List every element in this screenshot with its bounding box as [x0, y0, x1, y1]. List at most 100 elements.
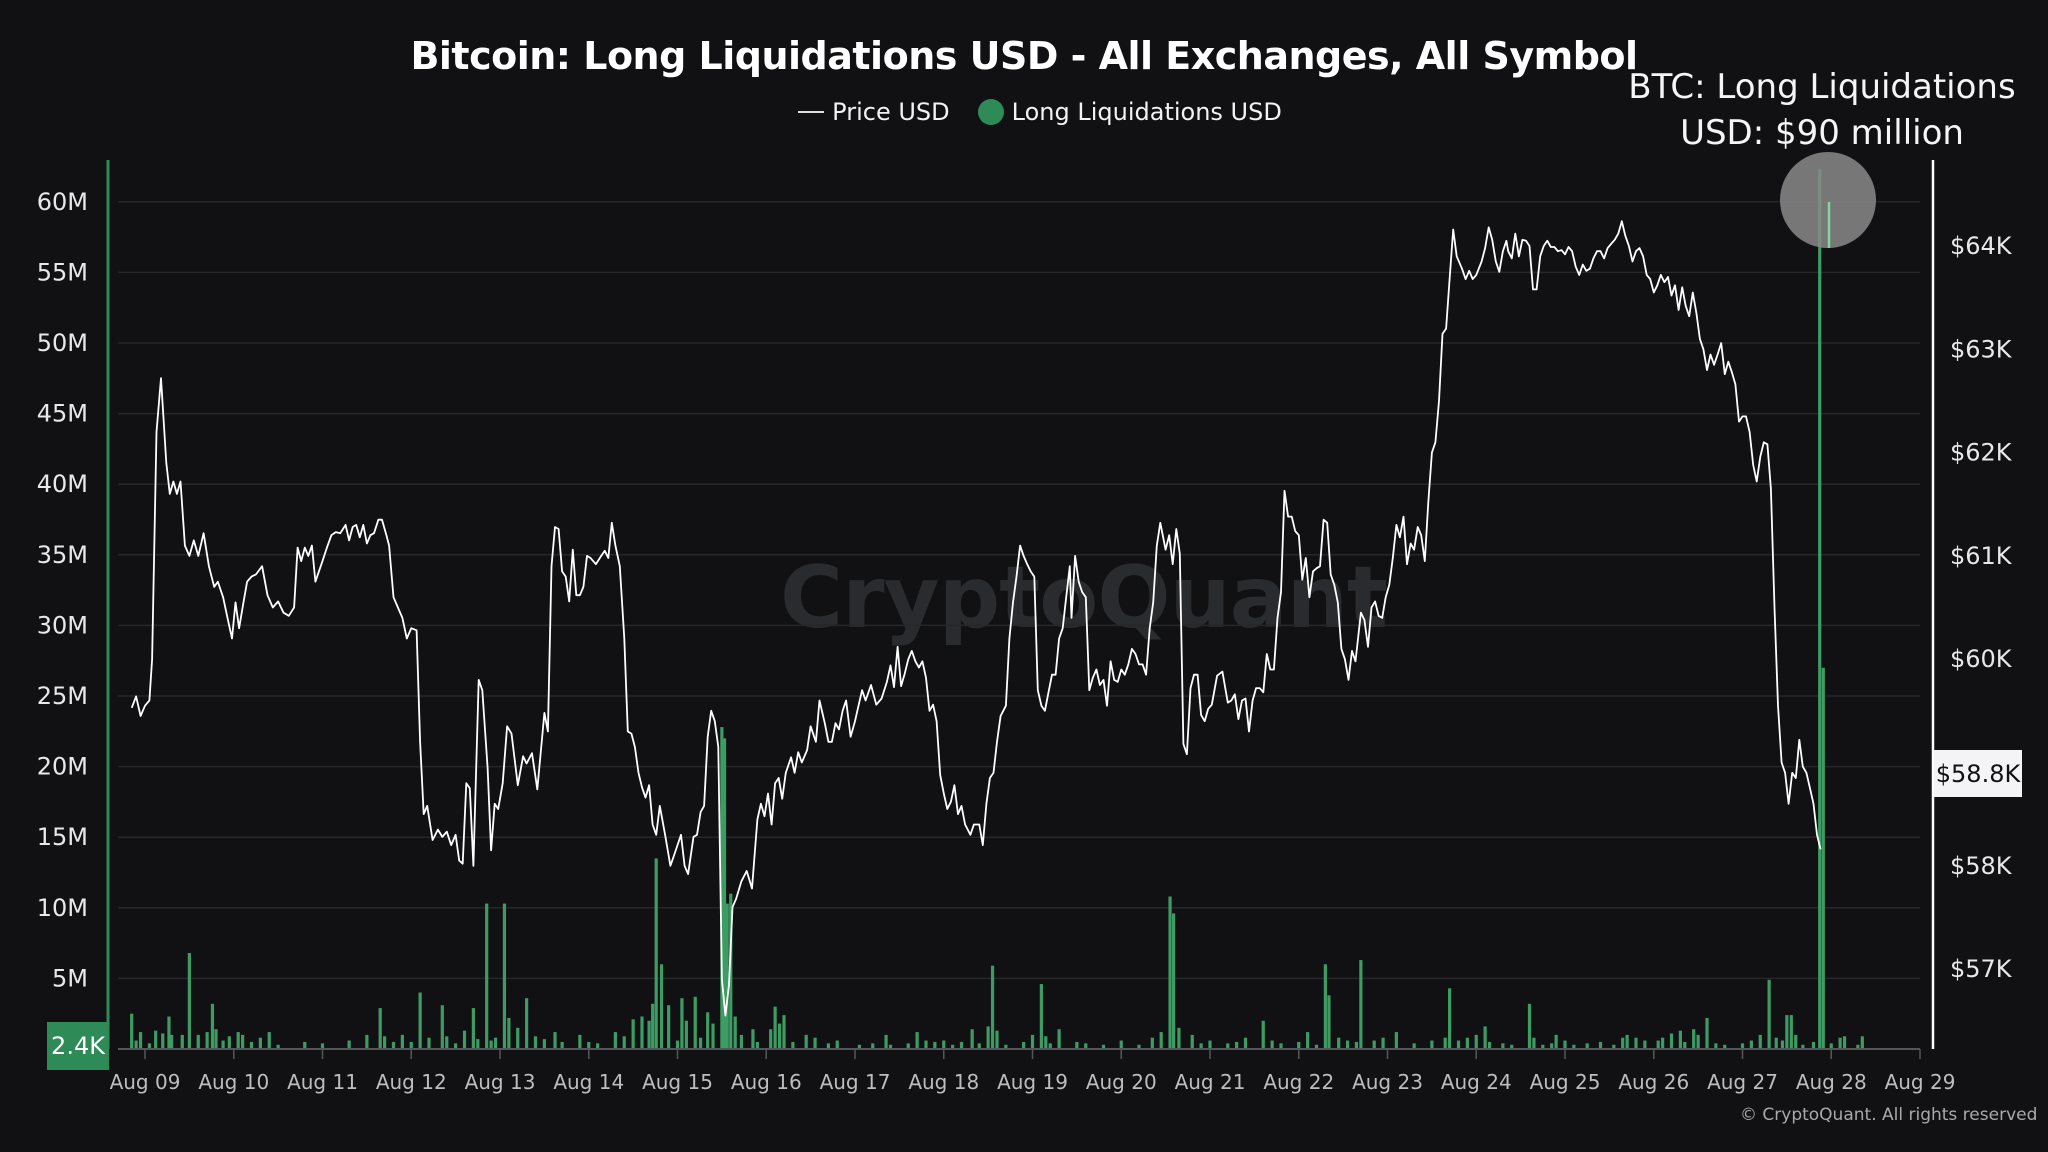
- liquidation-bar: [170, 1034, 174, 1049]
- liquidation-bar: [959, 1041, 964, 1049]
- liquidation-bar: [924, 1040, 928, 1049]
- liquidation-bar: [1394, 1032, 1398, 1049]
- liquidation-bar: [1168, 896, 1172, 1049]
- liquidation-bar: [1119, 1040, 1123, 1049]
- liquidation-bar: [147, 1043, 152, 1049]
- liquidation-bar: [1749, 1040, 1753, 1049]
- liquidation-bar: [378, 1008, 382, 1049]
- liquidation-bar: [915, 1032, 919, 1049]
- liquidation-bar: [1554, 1034, 1558, 1049]
- liquidation-bar: [1683, 1041, 1687, 1049]
- liquidation-bar: [161, 1033, 165, 1049]
- y-right-tick-label: $64K: [1950, 232, 2013, 260]
- liquidation-bar: [1345, 1040, 1350, 1049]
- liquidation-bar: [1818, 169, 1822, 1050]
- x-tick-label: Aug 14: [553, 1070, 624, 1094]
- liquidation-bar: [970, 1029, 974, 1049]
- liquidation-bar: [1004, 1044, 1008, 1049]
- liquidation-bar: [542, 1039, 546, 1049]
- legend-label-liquidations: Long Liquidations USD: [1011, 98, 1282, 126]
- liquidation-bar: [755, 1041, 759, 1049]
- y-right-tick-label: $62K: [1950, 439, 2013, 467]
- liquidation-bar: [1279, 1043, 1283, 1049]
- liquidation-bar: [1381, 1037, 1385, 1049]
- liquidation-bar: [659, 964, 664, 1049]
- liquidation-bar: [1842, 1036, 1847, 1049]
- liquidation-bar: [365, 1034, 369, 1049]
- legend-label-price: Price USD: [832, 98, 950, 126]
- y-left-tick-label: 55M: [37, 258, 88, 286]
- liquidation-bar: [857, 1044, 862, 1049]
- liquidation-bar: [1412, 1043, 1416, 1049]
- liquidation-bar: [1829, 1043, 1833, 1049]
- liquidation-bar: [751, 1029, 755, 1049]
- y-left-tick-label: 20M: [37, 753, 88, 781]
- liquidation-bar: [647, 1020, 651, 1049]
- liquidation-bar: [675, 1040, 680, 1049]
- liquidation-bar: [1483, 1026, 1487, 1049]
- liquidation-bar: [1621, 1037, 1625, 1049]
- legend-item-liquidations[interactable]: Long Liquidations USD: [977, 98, 1282, 126]
- liquidation-bar: [884, 1034, 888, 1049]
- liquidation-bar: [167, 1016, 171, 1049]
- liquidation-bar: [1678, 1030, 1682, 1049]
- liquidation-bar: [1137, 1044, 1141, 1049]
- liquidation-bar: [249, 1041, 254, 1049]
- liquidation-bar: [622, 1036, 626, 1049]
- liquidation-bar: [1474, 1034, 1478, 1049]
- current-liquidation-badge: 2.4K: [47, 1022, 109, 1070]
- liquidation-bar: [1101, 1044, 1106, 1049]
- liquidation-bar: [711, 1023, 715, 1049]
- liquidation-bar: [791, 1041, 795, 1049]
- liquidation-bar: [400, 1034, 404, 1049]
- liquidation-bar: [1430, 1040, 1434, 1049]
- y-left-tick-label: 15M: [37, 823, 88, 851]
- y-left-tick-label: 5M: [52, 964, 88, 992]
- liquidation-bar: [1199, 1043, 1203, 1049]
- x-tick-label: Aug 23: [1352, 1070, 1423, 1094]
- liquidation-bar: [1856, 1044, 1860, 1049]
- y-left-tick-label: 60M: [37, 188, 88, 216]
- liquidation-bar: [533, 1036, 538, 1049]
- liquidation-bar: [1235, 1041, 1239, 1049]
- liquidation-bar: [782, 1015, 786, 1049]
- liquidation-bar: [631, 1019, 635, 1049]
- liquidation-bar: [804, 1034, 808, 1049]
- axes: 5M 10M 15M 20M 25M 30M 35M 40M 45M 50M 55M 60M $57K $…: [37, 160, 2013, 1094]
- liquidation-bar: [773, 1006, 777, 1049]
- liquidation-bar: [1448, 988, 1452, 1049]
- legend-item-price[interactable]: Price USD: [798, 98, 950, 126]
- dot-swatch-icon: [977, 99, 1004, 125]
- liquidation-bar: [1705, 1017, 1709, 1049]
- liquidation-bar: [258, 1037, 262, 1049]
- y-right-tick-label: $63K: [1950, 335, 2013, 363]
- liquidation-bar: [693, 996, 697, 1049]
- liquidation-bar: [777, 1023, 782, 1049]
- liquidation-bar: [1714, 1043, 1718, 1049]
- x-tick-label: Aug 17: [820, 1070, 891, 1094]
- liquidation-bar: [1465, 1037, 1469, 1049]
- liquidation-bar: [906, 1043, 910, 1049]
- liquidation-bar: [1084, 1043, 1088, 1049]
- liquidation-bar: [1226, 1043, 1230, 1049]
- liquidation-bar: [613, 1032, 617, 1049]
- liquidation-bar: [1150, 1037, 1154, 1049]
- liquidation-bar: [560, 1041, 564, 1049]
- liquidation-bar: [1785, 1015, 1789, 1049]
- liquidation-bar: [1821, 667, 1825, 1049]
- liquidation-bar: [1323, 964, 1327, 1049]
- highlight-circle: [1780, 152, 1876, 248]
- price-polyline: [130, 220, 1822, 1017]
- liquidation-bar: [1801, 1044, 1805, 1049]
- liquidation-bar: [445, 1036, 449, 1049]
- liquidation-bar: [1048, 1043, 1052, 1049]
- liquidation-bar: [418, 992, 422, 1049]
- liquidation-bar: [1811, 1041, 1816, 1049]
- liquidation-bar: [1243, 1037, 1248, 1049]
- liquidation-bar: [187, 952, 191, 1049]
- x-tick-label: Aug 25: [1530, 1070, 1601, 1094]
- liquidation-bar: [826, 1043, 830, 1049]
- legend: Price USD Long Liquidations USD: [0, 98, 2048, 126]
- liquidation-bar: [1669, 1033, 1674, 1049]
